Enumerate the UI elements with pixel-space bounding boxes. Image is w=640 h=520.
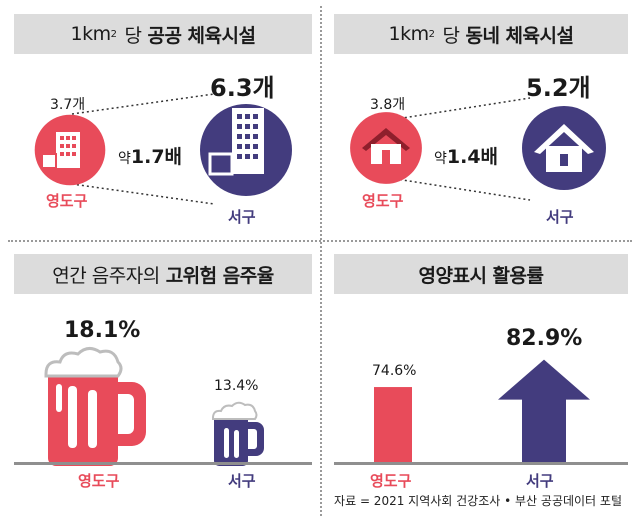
- yeongdo-house-icon: [350, 112, 422, 184]
- title-light: 연간 음주자의: [52, 264, 160, 287]
- right-district: 서구: [546, 208, 574, 226]
- right-district: 서구: [228, 472, 256, 490]
- panel-title: 연간 음주자의 고위험 음주율: [14, 254, 312, 294]
- ratio-value: 1.7배: [130, 146, 183, 168]
- title-bold: 영양표시 활용률: [418, 264, 544, 287]
- nutrition-graphic: [374, 359, 590, 462]
- left-district: 영도구: [370, 472, 412, 490]
- panel-public-facilities: 1km 2 당 공공 체육시설: [14, 14, 312, 234]
- connector-top: [389, 97, 531, 121]
- panel-title: 영양표시 활용률: [334, 254, 628, 294]
- vertical-divider: [320, 6, 322, 516]
- baseline: [14, 462, 312, 465]
- ratio-value: 1.4배: [446, 146, 499, 168]
- seogu-up-arrow-icon: [498, 359, 590, 462]
- title-light: 당: [442, 24, 460, 47]
- right-district: 서구: [526, 472, 554, 490]
- right-value: 6.3개: [210, 74, 275, 102]
- panel-neighborhood-facilities: 1km 2 당 동네 체육시설 3.8개 5.2개 약1.4배 영도구 서구: [334, 14, 628, 234]
- public-facilities-graphic: [34, 93, 292, 205]
- ratio-label: 약1.7배: [118, 142, 182, 169]
- neighborhood-facilities-graphic: [350, 97, 606, 201]
- drinking-graphic: [44, 347, 264, 466]
- baseline: [334, 462, 628, 465]
- left-value: 3.7개: [50, 97, 86, 113]
- title-prefix: 1km: [70, 23, 112, 45]
- title-superscript: 2: [110, 28, 117, 40]
- left-value: 18.1%: [64, 318, 141, 343]
- seogu-building-icon: [200, 104, 292, 196]
- ratio-prefix: 약: [118, 151, 131, 167]
- yeongdo-beer-mug-icon: [44, 347, 146, 466]
- panel-nutrition-label-usage: 영양표시 활용률 74.6% 82.9% 영도구 서구: [334, 254, 628, 490]
- ratio-label: 약1.4배: [434, 142, 498, 169]
- title-superscript: 2: [428, 28, 435, 40]
- right-value: 13.4%: [214, 378, 259, 394]
- panel-title: 1km 2 당 공공 체육시설: [14, 14, 312, 54]
- left-value: 74.6%: [372, 363, 417, 380]
- title-light: 당: [124, 24, 142, 47]
- title-bold: 공공 체육시설: [147, 24, 256, 47]
- seogu-beer-mug-icon: [212, 401, 264, 466]
- left-district: 영도구: [46, 192, 88, 210]
- panel-title: 1km 2 당 동네 체육시설: [334, 14, 628, 54]
- right-value: 5.2개: [526, 74, 591, 102]
- connector-bottom: [389, 177, 531, 201]
- connector-bottom: [71, 183, 215, 205]
- horizontal-divider: [8, 240, 632, 242]
- title-prefix: 1km: [388, 23, 430, 45]
- yeongdo-building-icon: [34, 114, 106, 186]
- yeongdo-bar: [374, 387, 412, 462]
- connector-top: [71, 93, 215, 115]
- seogu-house-icon: [522, 106, 606, 190]
- right-district: 서구: [228, 208, 256, 226]
- right-value: 82.9%: [506, 325, 583, 351]
- title-bold: 동네 체육시설: [465, 24, 574, 47]
- ratio-prefix: 약: [434, 151, 447, 167]
- source-note: 자료 = 2021 지역사회 건강조사 • 부산 공공데이터 포털: [334, 494, 622, 508]
- panel-high-risk-drinking: 연간 음주자의 고위험 음주율 18.1% 13.4% 영도구 서구: [14, 254, 312, 490]
- title-bold: 고위험 음주율: [165, 264, 275, 287]
- left-district: 영도구: [362, 192, 404, 210]
- left-district: 영도구: [78, 472, 120, 490]
- left-value: 3.8개: [370, 97, 406, 113]
